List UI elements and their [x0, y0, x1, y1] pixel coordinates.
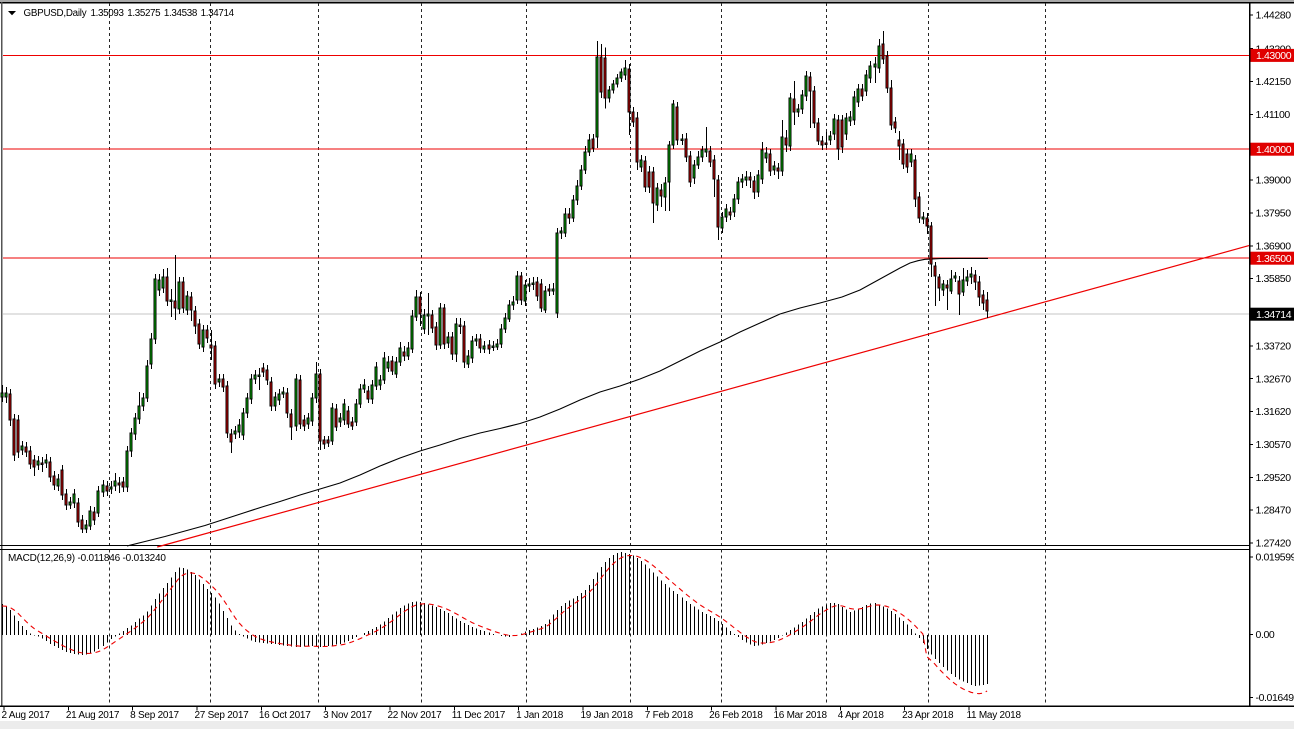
svg-text:19 Jan 2018: 19 Jan 2018 [580, 710, 633, 721]
svg-text:3 Nov 2017: 3 Nov 2017 [323, 710, 372, 721]
svg-text:1.30570: 1.30570 [1256, 439, 1292, 451]
svg-text:1 Jan 2018: 1 Jan 2018 [516, 710, 564, 721]
svg-text:0.00: 0.00 [1256, 629, 1275, 641]
svg-text:1.39000: 1.39000 [1256, 175, 1292, 187]
svg-text:GBPUSD,Daily: GBPUSD,Daily [24, 8, 87, 19]
svg-text:1.37950: 1.37950 [1256, 208, 1292, 220]
svg-text:11 May 2018: 11 May 2018 [966, 710, 1021, 721]
svg-text:1.36900: 1.36900 [1256, 240, 1292, 252]
svg-text:1.32670: 1.32670 [1256, 373, 1292, 385]
svg-text:16 Oct 2017: 16 Oct 2017 [259, 710, 311, 721]
svg-text:1.31620: 1.31620 [1256, 406, 1292, 418]
svg-text:27 Sep 2017: 27 Sep 2017 [194, 710, 249, 721]
svg-text:1.40000: 1.40000 [1256, 144, 1292, 156]
svg-text:1.28470: 1.28470 [1256, 505, 1292, 517]
svg-text:11 Dec 2017: 11 Dec 2017 [452, 710, 506, 721]
svg-text:1.41100: 1.41100 [1256, 109, 1291, 121]
svg-text:1.34714: 1.34714 [1256, 309, 1292, 321]
svg-text:1.35093 1.35275 1.34538 1.3471: 1.35093 1.35275 1.34538 1.34714 [91, 8, 235, 19]
svg-text:21 Aug 2017: 21 Aug 2017 [66, 710, 120, 721]
svg-text:23 Apr 2018: 23 Apr 2018 [902, 710, 954, 721]
svg-text:1.33720: 1.33720 [1256, 340, 1292, 352]
svg-text:1.27420: 1.27420 [1256, 538, 1292, 550]
svg-text:1.29520: 1.29520 [1256, 472, 1292, 484]
svg-text:2 Aug 2017: 2 Aug 2017 [2, 710, 51, 721]
svg-text:1.43000: 1.43000 [1256, 50, 1292, 62]
svg-text:22 Nov 2017: 22 Nov 2017 [387, 710, 442, 721]
svg-text:16 Mar 2018: 16 Mar 2018 [773, 710, 827, 721]
svg-text:26 Feb 2018: 26 Feb 2018 [709, 710, 763, 721]
svg-text:8 Sep 2017: 8 Sep 2017 [130, 710, 179, 721]
svg-text:1.44280: 1.44280 [1256, 10, 1292, 22]
svg-text:7 Feb 2018: 7 Feb 2018 [645, 710, 694, 721]
svg-text:MACD(12,26,9) -0.011846 -0.013: MACD(12,26,9) -0.011846 -0.013240 [8, 553, 166, 564]
svg-text:1.35850: 1.35850 [1256, 273, 1292, 285]
svg-text:1.36500: 1.36500 [1256, 253, 1292, 265]
svg-text:4 Apr 2018: 4 Apr 2018 [838, 710, 885, 721]
svg-text:1.42150: 1.42150 [1256, 76, 1292, 88]
svg-text:0.019599: 0.019599 [1256, 551, 1294, 563]
